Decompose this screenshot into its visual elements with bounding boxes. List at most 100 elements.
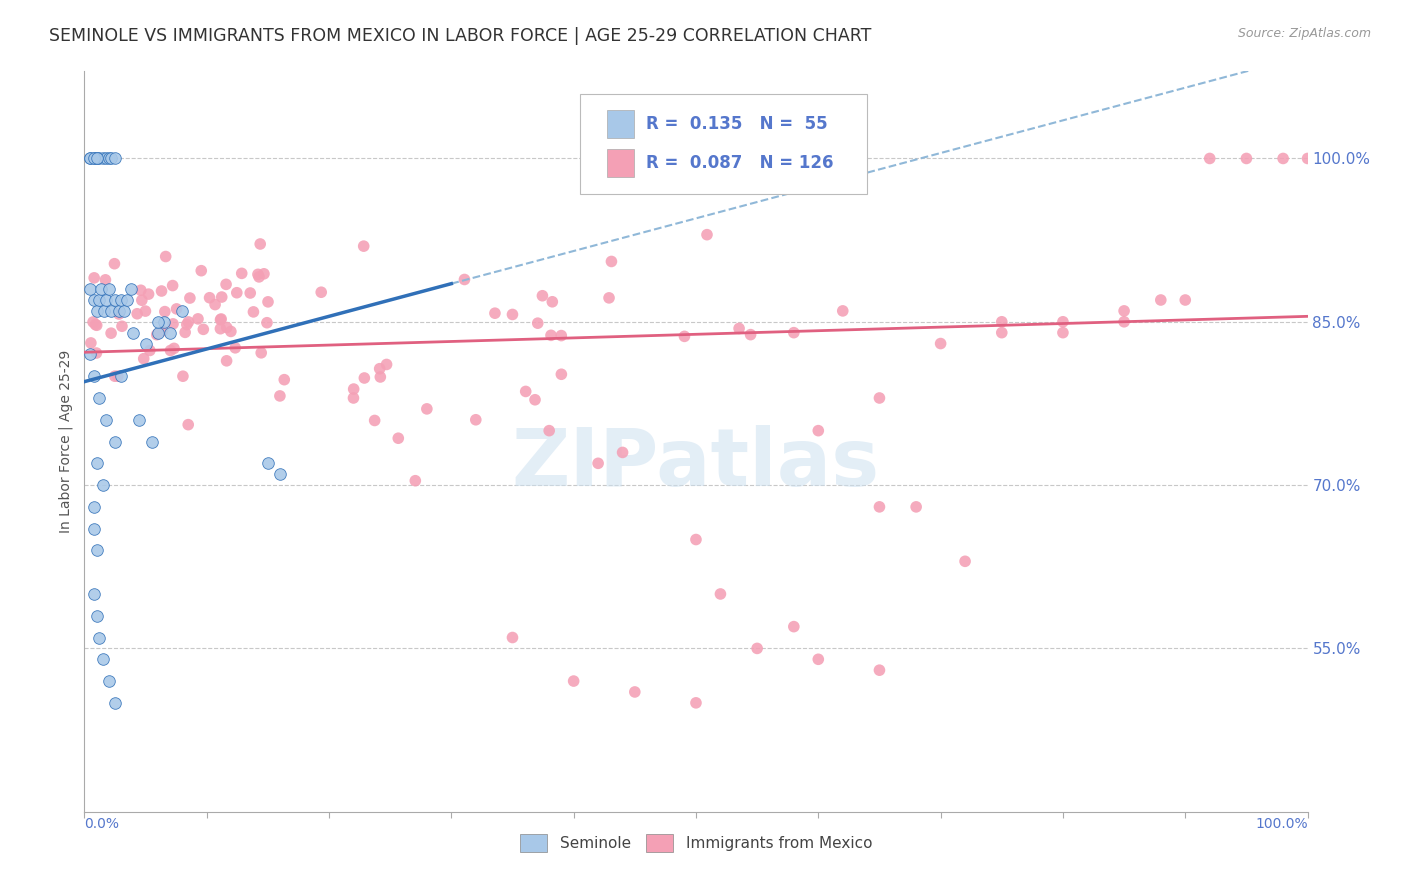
Point xyxy=(1272,152,1295,166)
Point xyxy=(1174,293,1197,307)
Point xyxy=(162,317,184,331)
Point xyxy=(86,346,108,360)
Point xyxy=(176,318,198,332)
Point xyxy=(550,328,572,343)
Point xyxy=(166,301,188,316)
Point xyxy=(502,631,524,645)
Point xyxy=(86,152,108,166)
Point xyxy=(586,456,609,470)
Point xyxy=(464,413,486,427)
Point xyxy=(747,641,769,656)
Point xyxy=(363,413,385,427)
Point xyxy=(163,342,186,356)
Point xyxy=(269,467,291,482)
Point xyxy=(1052,326,1074,340)
Point xyxy=(673,329,696,343)
Point xyxy=(541,294,564,309)
Point xyxy=(86,304,108,318)
Point xyxy=(598,291,620,305)
Point xyxy=(269,389,291,403)
Point xyxy=(696,227,718,242)
Point xyxy=(1114,315,1136,329)
Bar xyxy=(606,110,634,138)
Point xyxy=(104,434,127,449)
Point xyxy=(107,369,129,384)
Point xyxy=(353,239,375,253)
Point xyxy=(250,346,273,360)
Point xyxy=(120,282,142,296)
Bar xyxy=(606,149,634,178)
Point xyxy=(368,361,391,376)
Point xyxy=(991,315,1014,329)
Point xyxy=(709,587,731,601)
Point xyxy=(94,273,117,287)
Point xyxy=(139,343,162,358)
Point xyxy=(111,319,134,334)
Point xyxy=(104,152,127,166)
Point xyxy=(153,315,176,329)
Point xyxy=(1198,152,1220,166)
Point xyxy=(740,327,762,342)
Point xyxy=(531,289,554,303)
Point xyxy=(353,371,375,385)
Point xyxy=(100,304,122,318)
Point xyxy=(93,304,115,318)
Point xyxy=(104,293,127,307)
Point xyxy=(905,500,928,514)
Point xyxy=(562,674,585,689)
Point xyxy=(172,369,194,384)
Point xyxy=(87,152,110,166)
Point xyxy=(253,267,276,281)
Point xyxy=(370,370,392,384)
Point xyxy=(132,351,155,366)
Point xyxy=(96,293,118,307)
Point xyxy=(501,308,523,322)
Point xyxy=(152,324,174,338)
Point xyxy=(209,312,232,326)
Point xyxy=(110,293,132,307)
Point xyxy=(211,290,233,304)
Point xyxy=(83,293,105,307)
Point xyxy=(187,311,209,326)
Point xyxy=(97,674,120,689)
Point xyxy=(104,369,127,384)
Point xyxy=(146,326,169,340)
Point xyxy=(685,696,707,710)
Point xyxy=(131,293,153,308)
Point xyxy=(110,369,132,384)
Point xyxy=(86,608,108,623)
Point xyxy=(375,358,398,372)
Point xyxy=(79,347,101,361)
Point xyxy=(179,291,201,305)
Point xyxy=(86,318,108,333)
Point xyxy=(162,278,184,293)
Point xyxy=(198,291,221,305)
Point xyxy=(416,401,439,416)
Point xyxy=(953,554,976,568)
Point xyxy=(103,257,125,271)
Point xyxy=(209,322,232,336)
Point xyxy=(134,304,156,318)
Text: Source: ZipAtlas.com: Source: ZipAtlas.com xyxy=(1237,27,1371,40)
Point xyxy=(83,152,105,166)
Point xyxy=(869,663,891,677)
Point xyxy=(728,321,751,335)
Point xyxy=(107,304,129,318)
Point xyxy=(83,500,105,514)
FancyBboxPatch shape xyxy=(579,94,868,194)
Point xyxy=(246,268,269,282)
Point xyxy=(83,522,105,536)
Point xyxy=(80,335,103,350)
Point xyxy=(159,326,181,340)
Point xyxy=(624,685,647,699)
Point xyxy=(193,322,215,336)
Point xyxy=(343,382,366,396)
Point xyxy=(1114,304,1136,318)
Point xyxy=(155,250,177,264)
Point xyxy=(146,315,169,329)
Point xyxy=(204,297,226,311)
Point xyxy=(404,474,426,488)
Point xyxy=(86,456,108,470)
Point xyxy=(115,293,138,307)
Point xyxy=(540,328,562,343)
